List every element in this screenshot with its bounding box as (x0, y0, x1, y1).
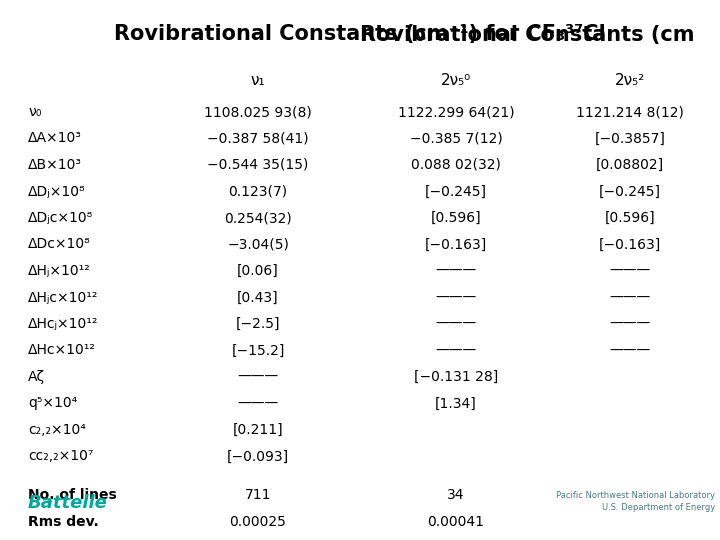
Text: ΔHᴄⱼ×10¹²: ΔHᴄⱼ×10¹² (28, 317, 99, 331)
Text: [0.08802]: [0.08802] (596, 158, 664, 172)
Text: c₂,₂×10⁴: c₂,₂×10⁴ (28, 423, 86, 437)
Text: [0.596]: [0.596] (431, 211, 481, 225)
Text: 0.254(32): 0.254(32) (224, 211, 292, 225)
Text: ΔDⱼ×10⁸: ΔDⱼ×10⁸ (28, 185, 86, 199)
Text: q⁵×10⁴: q⁵×10⁴ (28, 396, 77, 410)
Text: 2ν₅⁰: 2ν₅⁰ (441, 73, 471, 88)
Text: ν₁: ν₁ (251, 73, 265, 88)
Text: −3.04(5): −3.04(5) (227, 238, 289, 252)
Text: cᴄ₂,₂×10⁷: cᴄ₂,₂×10⁷ (28, 449, 94, 463)
Text: U.S. Department of Energy: U.S. Department of Energy (602, 503, 715, 512)
Text: [0.06]: [0.06] (237, 264, 279, 278)
Text: 34: 34 (447, 488, 464, 502)
Text: −0.544 35(15): −0.544 35(15) (207, 158, 309, 172)
Text: −0.387 58(41): −0.387 58(41) (207, 132, 309, 145)
Text: [−0.163]: [−0.163] (425, 238, 487, 252)
Text: Aζ: Aζ (28, 370, 45, 384)
Text: ΔB×10³: ΔB×10³ (28, 158, 82, 172)
Text: [0.211]: [0.211] (233, 423, 283, 437)
Text: 1121.214 8(12): 1121.214 8(12) (576, 105, 684, 119)
Text: [1.34]: [1.34] (435, 396, 477, 410)
Text: Rovibrational Constants (cm⁻¹) for CF₃³⁷Cl: Rovibrational Constants (cm⁻¹) for CF₃³⁷… (114, 24, 606, 44)
Text: ν₀: ν₀ (28, 105, 41, 119)
Text: [−0.3857]: [−0.3857] (595, 132, 665, 145)
Text: 0.123(7): 0.123(7) (228, 185, 287, 199)
Text: 2ν₅²: 2ν₅² (615, 73, 645, 88)
Text: [−2.5]: [−2.5] (235, 317, 280, 331)
Text: 711: 711 (245, 488, 271, 502)
Text: Rovibrational Constants (cm: Rovibrational Constants (cm (360, 25, 695, 45)
Text: [−0.131 28]: [−0.131 28] (414, 370, 498, 384)
Text: 0.00025: 0.00025 (230, 515, 287, 529)
Text: ΔDᴄ×10⁸: ΔDᴄ×10⁸ (28, 238, 91, 252)
Text: ΔA×10³: ΔA×10³ (28, 132, 82, 145)
Text: 1122.299 64(21): 1122.299 64(21) (397, 105, 514, 119)
Text: 1108.025 93(8): 1108.025 93(8) (204, 105, 312, 119)
Text: Pacific Northwest National Laboratory: Pacific Northwest National Laboratory (556, 491, 715, 500)
Text: ———: ——— (609, 291, 651, 305)
Text: −0.385 7(12): −0.385 7(12) (410, 132, 503, 145)
Text: ΔHⱼᴄ×10¹²: ΔHⱼᴄ×10¹² (28, 291, 99, 305)
Text: ———: ——— (609, 343, 651, 357)
Text: ———: ——— (609, 264, 651, 278)
Text: [0.596]: [0.596] (605, 211, 655, 225)
Text: ———: ——— (436, 264, 477, 278)
Text: Battelle: Battelle (28, 494, 108, 512)
Text: Rms dev.: Rms dev. (28, 515, 99, 529)
Text: ———: ——— (238, 370, 279, 384)
Text: [−0.245]: [−0.245] (425, 185, 487, 199)
Text: ΔHⱼ×10¹²: ΔHⱼ×10¹² (28, 264, 91, 278)
Text: ———: ——— (436, 291, 477, 305)
Text: [0.43]: [0.43] (237, 291, 279, 305)
Text: [−15.2]: [−15.2] (231, 343, 284, 357)
Text: ———: ——— (436, 343, 477, 357)
Text: 0.088 02(32): 0.088 02(32) (411, 158, 501, 172)
Text: ———: ——— (238, 396, 279, 410)
Text: [−0.163]: [−0.163] (599, 238, 661, 252)
Text: [−0.093]: [−0.093] (227, 449, 289, 463)
Text: ———: ——— (436, 317, 477, 331)
Text: ΔHᴄ×10¹²: ΔHᴄ×10¹² (28, 343, 96, 357)
Text: 0.00041: 0.00041 (428, 515, 485, 529)
Text: ΔDⱼᴄ×10⁸: ΔDⱼᴄ×10⁸ (28, 211, 94, 225)
Text: [−0.245]: [−0.245] (599, 185, 661, 199)
Text: ———: ——— (609, 317, 651, 331)
Text: No. of lines: No. of lines (28, 488, 117, 502)
